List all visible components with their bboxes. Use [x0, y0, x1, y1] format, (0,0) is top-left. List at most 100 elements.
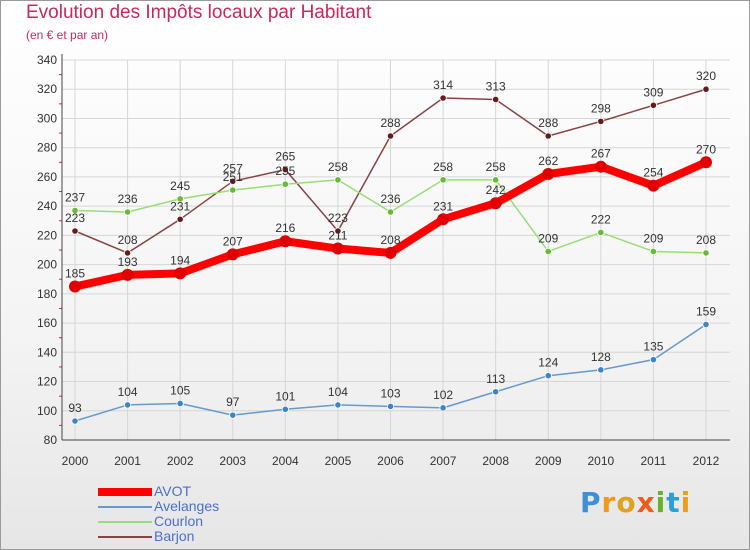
x-tick-label: 2011 — [641, 454, 667, 468]
legend-label: Avelanges — [154, 498, 220, 514]
data-point-barjon — [597, 117, 605, 125]
data-point-avot — [226, 248, 239, 261]
data-point-barjon — [386, 132, 395, 140]
y-tick-label: 160 — [37, 316, 57, 330]
data-label-avelanges: 103 — [380, 386, 400, 400]
data-label-avelanges: 104 — [118, 385, 138, 399]
data-point-courlon — [597, 228, 605, 237]
logo-letter: x — [636, 486, 656, 519]
data-point-barjon — [334, 227, 342, 235]
data-point-avot — [700, 156, 712, 169]
legend-swatch — [98, 487, 152, 496]
x-tick-label: 2005 — [325, 454, 352, 468]
data-label-courlon: 209 — [643, 231, 663, 245]
y-tick-label: 220 — [37, 228, 57, 242]
data-label-avot: 211 — [328, 229, 347, 243]
data-point-avelanges — [597, 366, 605, 374]
data-label-avot: 262 — [538, 154, 558, 168]
data-point-avot — [331, 242, 344, 255]
data-point-avelanges — [176, 399, 184, 408]
data-label-avelanges: 128 — [591, 350, 611, 364]
data-label-avot: 207 — [223, 234, 243, 248]
data-label-avelanges: 113 — [486, 372, 505, 386]
data-label-barjon: 208 — [118, 233, 138, 247]
data-label-courlon: 258 — [328, 160, 348, 174]
data-point-courlon — [334, 176, 342, 184]
data-point-barjon — [702, 85, 710, 93]
proxiti-logo: Proxiti — [580, 486, 691, 519]
data-point-avot — [69, 280, 81, 293]
legend-label: Barjon — [154, 528, 195, 544]
logo-letter: i — [680, 486, 692, 519]
data-label-courlon: 236 — [118, 192, 138, 206]
y-tick-label: 300 — [37, 111, 57, 125]
data-label-barjon: 298 — [591, 101, 611, 115]
logo-letter: i — [655, 486, 667, 519]
y-tick-label: 120 — [37, 375, 57, 389]
x-tick-label: 2009 — [535, 454, 562, 468]
data-point-avelanges — [386, 402, 395, 410]
data-label-barjon: 257 — [223, 161, 243, 175]
data-label-avot: 254 — [643, 166, 663, 180]
y-tick-label: 240 — [37, 199, 57, 213]
x-tick-label: 2010 — [587, 454, 614, 468]
data-label-avot: 267 — [591, 147, 611, 161]
x-tick-label: 2006 — [377, 454, 404, 468]
data-label-barjon: 288 — [538, 116, 558, 130]
data-point-courlon — [71, 206, 79, 215]
data-label-barjon: 223 — [65, 211, 85, 225]
x-tick-label: 2008 — [482, 454, 509, 468]
logo-letter: P — [580, 486, 602, 519]
data-label-avot: 193 — [118, 255, 138, 269]
chart-title: Evolution des Impôts locaux par Habitant — [26, 2, 372, 23]
data-label-avot: 208 — [380, 233, 400, 247]
data-label-courlon: 251 — [223, 170, 243, 184]
data-label-courlon: 237 — [65, 191, 85, 205]
data-label-barjon: 265 — [275, 150, 295, 164]
data-point-barjon — [71, 227, 79, 235]
data-label-courlon: 245 — [170, 179, 190, 193]
y-tick-label: 80 — [44, 433, 58, 447]
data-label-courlon: 258 — [433, 160, 453, 174]
y-tick-label: 340 — [37, 53, 57, 67]
data-label-avot: 270 — [696, 142, 716, 156]
legend-swatch — [98, 520, 152, 523]
data-label-barjon: 231 — [170, 199, 190, 213]
data-point-courlon — [702, 249, 710, 257]
data-label-courlon: 222 — [591, 212, 611, 226]
data-label-avelanges: 104 — [328, 385, 348, 399]
y-tick-label: 320 — [37, 82, 57, 96]
data-label-avot: 231 — [433, 199, 453, 213]
data-label-barjon: 314 — [433, 78, 453, 92]
data-label-barjon: 288 — [380, 116, 400, 130]
data-point-avot — [594, 160, 607, 173]
data-point-barjon — [439, 94, 447, 102]
data-point-courlon — [281, 180, 289, 188]
data-point-avot — [279, 235, 292, 248]
data-point-barjon — [492, 95, 500, 104]
data-point-barjon — [123, 249, 132, 257]
data-point-courlon — [439, 176, 447, 184]
x-tick-label: 2012 — [693, 454, 720, 468]
legend-swatch — [98, 505, 152, 508]
x-tick-label: 2000 — [62, 454, 89, 468]
data-label-courlon: 209 — [538, 231, 558, 245]
y-tick-label: 140 — [37, 345, 57, 359]
data-label-barjon: 320 — [696, 69, 716, 83]
y-tick-label: 280 — [37, 141, 57, 155]
data-label-barjon: 309 — [643, 85, 663, 99]
x-tick-label: 2007 — [430, 454, 457, 468]
data-point-barjon — [176, 215, 184, 223]
data-point-courlon — [123, 208, 132, 216]
data-point-courlon — [176, 195, 184, 203]
data-point-avelanges — [123, 401, 132, 409]
data-point-avelanges — [649, 356, 658, 364]
data-label-avelanges: 105 — [170, 383, 190, 397]
data-point-courlon — [544, 247, 552, 256]
data-label-avot: 185 — [65, 267, 85, 281]
logo-letter: r — [601, 486, 617, 519]
legend-label: Courlon — [154, 513, 204, 529]
data-label-barjon: 223 — [328, 211, 348, 225]
y-tick-label: 260 — [37, 170, 57, 184]
data-point-avot — [437, 213, 450, 226]
